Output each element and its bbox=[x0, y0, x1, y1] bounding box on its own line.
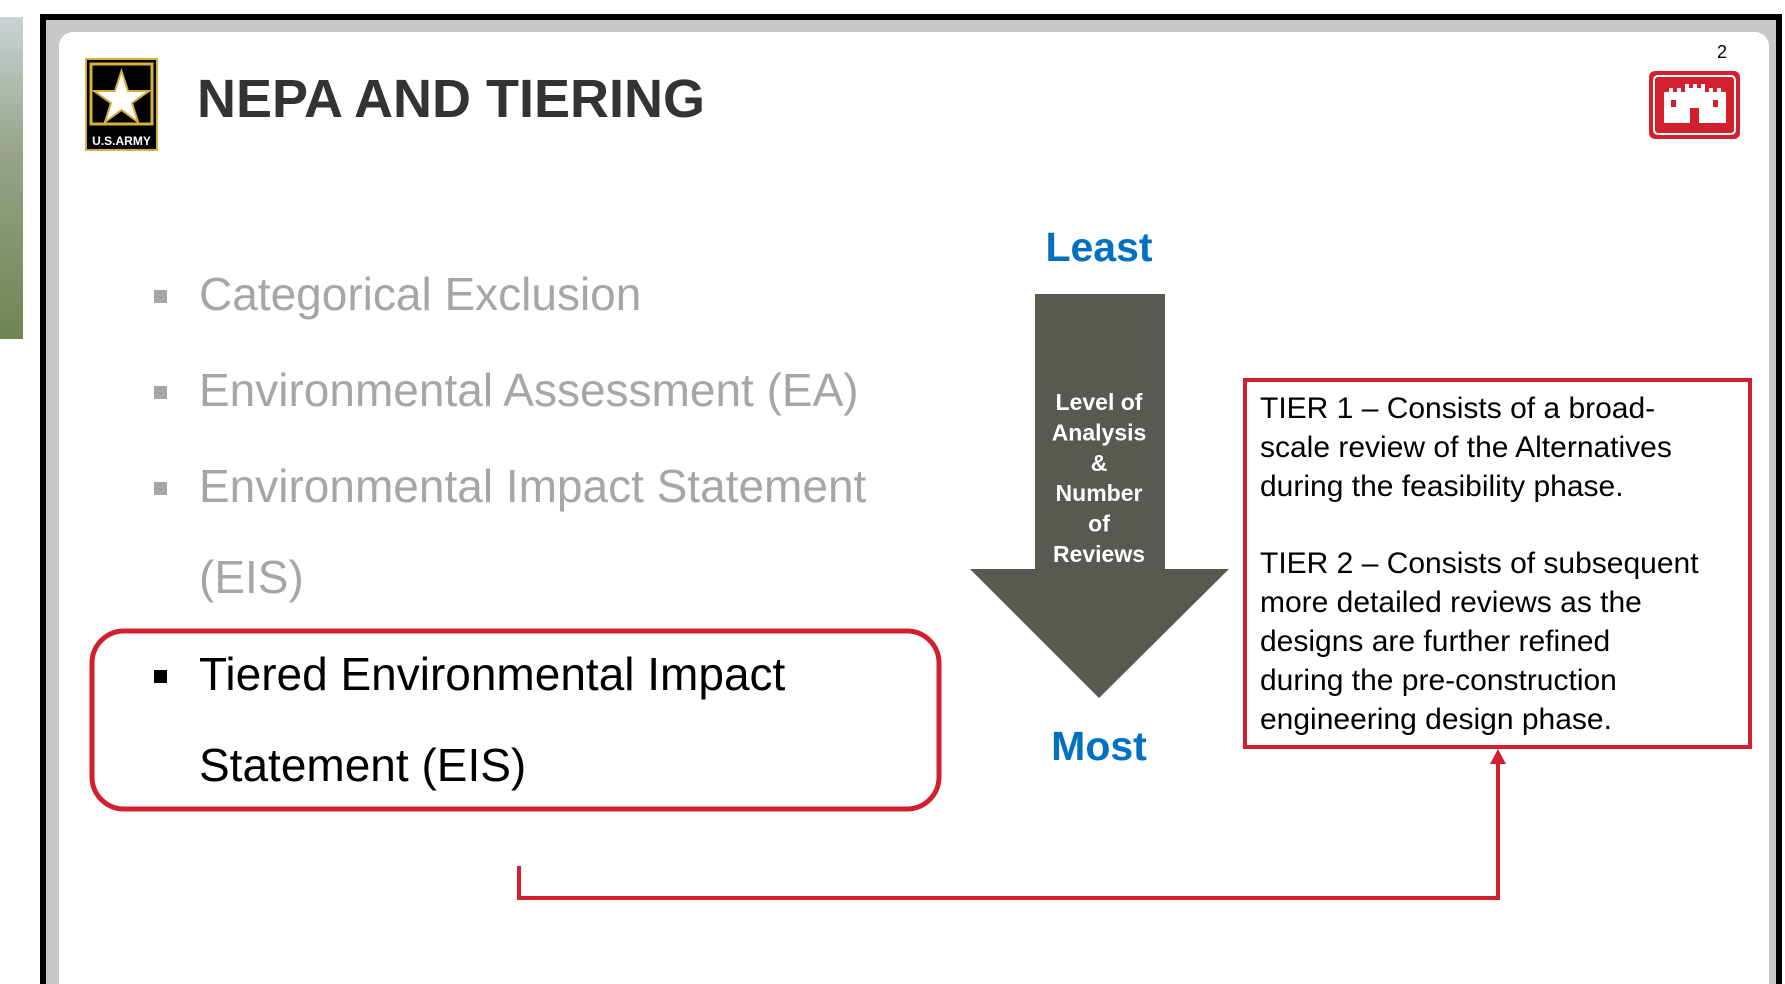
bullet-text: (EIS) bbox=[199, 551, 304, 603]
bullet-text: Environmental Assessment (EA) bbox=[199, 364, 859, 416]
arrow-top-label: Least bbox=[1045, 224, 1152, 270]
tier-line: during the pre-construction bbox=[1260, 664, 1617, 697]
arrow-line: Analysis bbox=[1052, 419, 1147, 445]
bullet-text: Statement (EIS) bbox=[199, 739, 526, 791]
bullet-marker bbox=[154, 670, 167, 683]
bullet-text: Categorical Exclusion bbox=[199, 268, 641, 320]
arrow-line: & bbox=[1091, 450, 1108, 476]
tier-line: more detailed reviews as the bbox=[1260, 586, 1642, 619]
tier-line: TIER 2 – Consists of subsequent bbox=[1260, 547, 1699, 580]
slide-screenshot: U.S.ARMY NEPA AND TIERING 2 Categorical … bbox=[0, 0, 1785, 984]
arrow-line: of bbox=[1088, 511, 1110, 537]
tier-line: TIER 1 – Consists of a broad- bbox=[1260, 392, 1655, 425]
tier-line: during the feasibility phase. bbox=[1260, 470, 1624, 503]
castle-logo bbox=[1649, 71, 1740, 139]
slide-title: NEPA AND TIERING bbox=[197, 69, 705, 129]
bullet-text: Environmental Impact Statement bbox=[199, 460, 867, 512]
army-logo-text: U.S.ARMY bbox=[92, 134, 151, 148]
army-logo: U.S.ARMY bbox=[86, 59, 157, 150]
bullet-text: Tiered Environmental Impact bbox=[199, 648, 786, 700]
bullet-marker bbox=[154, 482, 167, 495]
arrow-line: Level of bbox=[1056, 389, 1143, 415]
page-number: 2 bbox=[1717, 42, 1727, 62]
arrow-line: Number bbox=[1056, 480, 1143, 506]
arrow-bottom-label: Most bbox=[1051, 723, 1147, 769]
bullet-marker bbox=[154, 290, 167, 303]
tier-line: scale review of the Alternatives bbox=[1260, 431, 1672, 464]
side-photo bbox=[0, 17, 23, 339]
tier-line: engineering design phase. bbox=[1260, 703, 1612, 736]
arrow-line: Reviews bbox=[1053, 541, 1145, 567]
tier-line: designs are further refined bbox=[1260, 625, 1610, 658]
bullet-marker bbox=[154, 386, 167, 399]
